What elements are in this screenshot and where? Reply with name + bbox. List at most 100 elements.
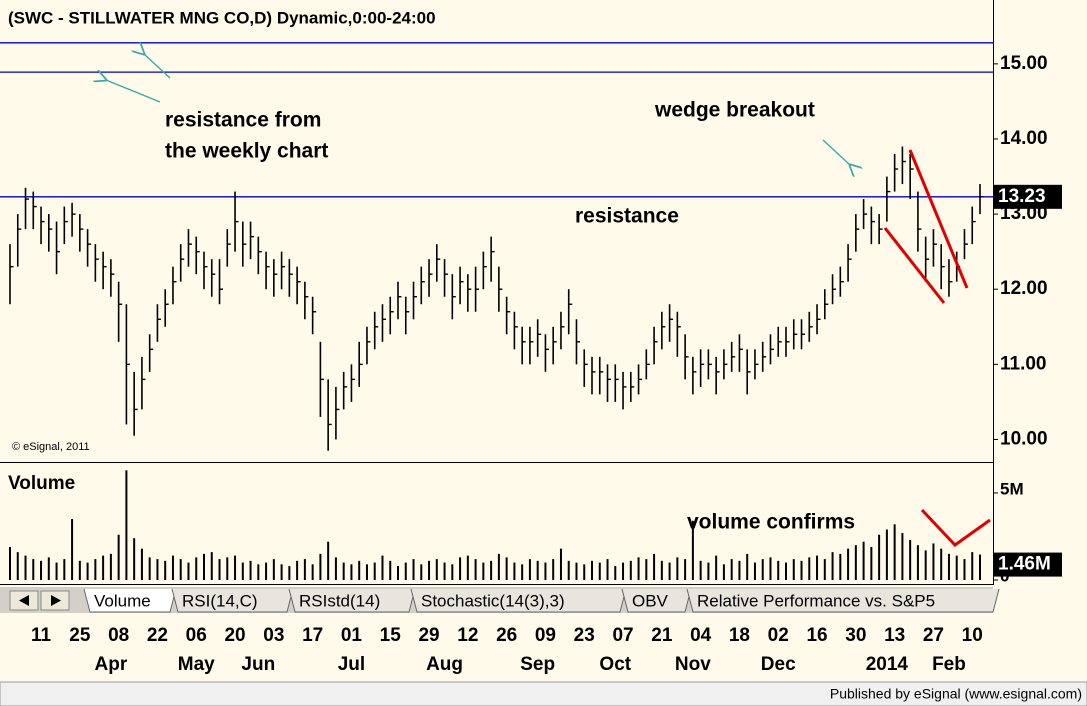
volume-bar <box>854 545 857 580</box>
x-month-label: Jul <box>338 654 365 675</box>
volume-bar <box>474 559 477 580</box>
x-tick-label: 22 <box>147 625 168 646</box>
volume-bar <box>9 546 11 580</box>
annotation: resistance from <box>165 109 321 132</box>
x-month-label: Apr <box>95 654 128 675</box>
volume-bar <box>575 562 578 580</box>
volume-bar <box>831 552 834 580</box>
volume-bar <box>653 553 656 580</box>
volume-bar <box>249 560 252 580</box>
volume-bar <box>47 557 50 580</box>
arrow-icon <box>19 595 29 606</box>
x-month-label: Jun <box>241 654 275 675</box>
volume-bar <box>272 559 275 580</box>
volume-bar <box>78 560 81 580</box>
volume-bar <box>559 548 562 580</box>
x-tick-label: 09 <box>535 625 556 646</box>
volume-bar <box>102 555 105 580</box>
tab[interactable] <box>410 588 627 613</box>
tab[interactable] <box>686 588 1000 613</box>
volume-bar <box>885 529 888 580</box>
annotation: resistance <box>575 205 679 228</box>
volume-bar <box>761 559 764 580</box>
volume-bar <box>753 562 756 580</box>
tab[interactable] <box>288 588 416 613</box>
x-tick-label: 10 <box>962 625 983 646</box>
volume-bar <box>909 539 912 580</box>
x-month-label: May <box>178 654 215 675</box>
volume-bar <box>878 534 881 580</box>
x-month-label: 2014 <box>866 654 909 675</box>
volume-bar <box>171 555 174 580</box>
volume-bar <box>932 543 935 580</box>
arrow <box>822 139 850 165</box>
volume-bar <box>769 557 772 580</box>
tabs: Volume RSI(14,C) RSIstd(14) Stochastic(14(3… <box>83 588 1000 613</box>
volume-bar <box>715 555 718 580</box>
volume-bar <box>901 532 904 580</box>
volume-bar <box>226 557 229 580</box>
volume-bar <box>785 562 787 580</box>
volume-bar <box>164 560 167 580</box>
volume-bar <box>459 557 462 580</box>
volume-bar <box>334 557 337 580</box>
last-price-label: 13.23 <box>998 186 1046 207</box>
volume-bar <box>210 552 213 580</box>
volume-bar <box>257 564 260 580</box>
x-tick-label: 26 <box>496 625 517 646</box>
volume-bar <box>645 559 648 580</box>
volume-bar <box>816 555 819 580</box>
volume-bar <box>738 560 741 580</box>
volume-bar <box>303 559 306 580</box>
x-tick-label: 12 <box>457 625 478 646</box>
x-tick-label: 18 <box>729 625 750 646</box>
volume-bar <box>397 566 399 580</box>
volume-bar <box>567 560 570 580</box>
x-tick-label: 20 <box>224 625 245 646</box>
volume-bar <box>203 553 205 580</box>
volume-bar <box>591 560 593 580</box>
volume-bar <box>16 552 19 580</box>
x-tick-label: 11 <box>31 625 52 646</box>
volume-bar <box>342 562 345 580</box>
volume-bar <box>528 559 531 580</box>
volume-bar <box>435 559 438 580</box>
volume-bar <box>55 562 58 580</box>
volume-bar <box>963 559 966 580</box>
volume-bar <box>40 560 43 580</box>
volume-bar <box>823 559 826 580</box>
volume-bar <box>63 559 66 580</box>
volume-bar <box>691 520 694 580</box>
volume-bar <box>614 566 617 580</box>
volume-bar <box>707 562 710 580</box>
volume-bar <box>792 559 795 580</box>
volume-bar <box>466 555 469 580</box>
arrow <box>144 54 171 79</box>
volume-bar <box>513 562 516 580</box>
volume-bar <box>218 559 221 580</box>
volume-bar <box>808 557 811 580</box>
volume-bar <box>148 557 151 580</box>
tab[interactable] <box>171 588 294 613</box>
volume-bar <box>699 560 702 580</box>
panel-title: Volume <box>8 473 75 494</box>
arrow <box>106 80 161 103</box>
tab[interactable] <box>621 588 692 613</box>
tab[interactable] <box>83 588 177 613</box>
volume-bar <box>358 560 361 580</box>
x-month-label: Oct <box>599 654 631 675</box>
wedge-line <box>883 227 946 304</box>
volume-bar <box>428 560 431 580</box>
volume-bar <box>280 564 283 580</box>
volume-bar <box>179 559 182 580</box>
volume-bar <box>637 557 640 580</box>
volume-bar <box>730 559 733 580</box>
annotation: wedge breakout <box>654 99 815 122</box>
volume-bar <box>893 524 896 580</box>
volume-bar <box>389 560 392 580</box>
volume-bar <box>71 519 74 580</box>
copyright: © eSignal, 2011 <box>12 441 90 453</box>
volume-bar <box>404 562 407 580</box>
tab-label: RSIstd(14) <box>299 591 380 610</box>
volume-bar <box>156 559 159 580</box>
